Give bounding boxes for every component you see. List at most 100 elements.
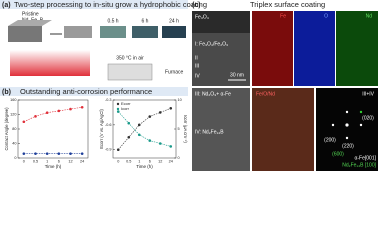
label: Pristine bbox=[22, 11, 39, 17]
tem-layer bbox=[192, 11, 250, 33]
y2-tick-label: 0 bbox=[178, 156, 180, 160]
data-point bbox=[57, 152, 61, 155]
heat-zone bbox=[10, 50, 90, 76]
x-tick-label: 1 bbox=[46, 160, 48, 164]
hrtem-label: IV: Nd₂Fe₁₄B bbox=[195, 129, 224, 135]
tem-label: III bbox=[195, 63, 199, 69]
data-point bbox=[80, 105, 84, 109]
y-tick-label: -0.6 bbox=[105, 123, 112, 127]
data-point bbox=[169, 106, 173, 110]
data-point bbox=[116, 110, 120, 113]
sample bbox=[162, 26, 186, 38]
hrtem-image bbox=[192, 88, 250, 171]
data-point bbox=[116, 148, 120, 152]
map-o bbox=[294, 11, 335, 86]
sample bbox=[64, 26, 92, 38]
spot-label: (220) bbox=[342, 143, 354, 149]
y-tick-label: -0.3 bbox=[105, 98, 112, 102]
furnace bbox=[107, 63, 153, 81]
composite-label: Fe/O/Nd bbox=[256, 91, 275, 97]
sample-top bbox=[8, 20, 52, 26]
series-line bbox=[23, 106, 83, 123]
diffraction-spot bbox=[359, 110, 363, 114]
label: Furnace bbox=[165, 69, 184, 75]
y2-axis-label: Icorr (μA cm⁻²) bbox=[183, 115, 188, 143]
data-point bbox=[137, 123, 141, 127]
y-tick-label: -0.9 bbox=[105, 148, 112, 152]
time-label: 6 h bbox=[142, 18, 149, 24]
data-point bbox=[158, 142, 162, 145]
tem-label: IV bbox=[195, 73, 200, 79]
map-fe bbox=[252, 11, 293, 86]
plot-frame bbox=[17, 99, 89, 159]
y-axis-label: Ecorr (V vs. Ag/AgCl) bbox=[99, 109, 104, 149]
legend-label: Ecorr bbox=[121, 101, 131, 106]
x-axis-label: Time (h) bbox=[45, 164, 62, 169]
saed-pattern bbox=[316, 88, 378, 171]
panel-label: (b) bbox=[2, 89, 11, 96]
series-line bbox=[118, 111, 171, 147]
data-point bbox=[22, 152, 26, 155]
legend-label: Icorr bbox=[121, 106, 130, 111]
x-tick-label: 0 bbox=[23, 160, 25, 164]
x-tick-label: 12 bbox=[158, 160, 162, 164]
x-tick-label: 1 bbox=[138, 160, 140, 164]
diffraction-spot bbox=[345, 123, 349, 127]
data-point bbox=[57, 109, 61, 113]
x-tick-label: 6 bbox=[58, 160, 60, 164]
y-tick-label: 160 bbox=[10, 98, 16, 102]
hrtem-label: III: Nd₂O₃+ α-Fe bbox=[195, 91, 231, 97]
data-point bbox=[158, 111, 162, 114]
series-line bbox=[118, 108, 171, 150]
data-point bbox=[127, 121, 131, 125]
tem-label: I: Fe₃O₄/Fe₂O₃ bbox=[195, 41, 228, 47]
data-point bbox=[45, 152, 49, 155]
data-point bbox=[69, 152, 72, 155]
panel-title: Triplex surface coating bbox=[250, 0, 325, 9]
y-axis-label: Contact Angle (degree) bbox=[4, 107, 9, 151]
sample bbox=[100, 26, 126, 38]
sample bbox=[8, 26, 42, 42]
y2-tick-label: 10 bbox=[178, 98, 182, 102]
spot-label: (020) bbox=[362, 115, 374, 121]
x-tick-label: 0 bbox=[117, 160, 119, 164]
x-tick-label: 6 bbox=[149, 160, 151, 164]
data-point bbox=[34, 152, 37, 155]
spot-label: (200) bbox=[324, 137, 336, 143]
panel-title: Two-step processing to in-situ grow a hy… bbox=[14, 0, 207, 9]
map-label: O bbox=[324, 13, 328, 19]
tem-label: Fe₃O₄ bbox=[195, 14, 209, 20]
y-tick-label: 120 bbox=[10, 113, 16, 117]
legend-marker bbox=[116, 107, 120, 111]
legend-marker bbox=[116, 102, 120, 106]
x-tick-label: 24 bbox=[169, 160, 173, 164]
y-tick-label: 40 bbox=[12, 142, 16, 146]
data-point bbox=[45, 111, 49, 114]
x-tick-label: 12 bbox=[68, 160, 72, 164]
data-point bbox=[169, 145, 173, 148]
scale-label: 30 nm bbox=[230, 72, 244, 78]
data-point bbox=[22, 120, 26, 124]
data-point bbox=[148, 139, 152, 142]
x-axis-label: Time (h) bbox=[136, 164, 153, 169]
diffraction-spot bbox=[345, 110, 349, 114]
diffraction-spot bbox=[331, 123, 335, 127]
y-tick-label: 80 bbox=[12, 127, 16, 131]
title-bar bbox=[0, 87, 188, 96]
y-tick-label: 0 bbox=[14, 156, 16, 160]
sample bbox=[132, 26, 158, 38]
data-point bbox=[148, 115, 152, 118]
diffraction-spot bbox=[359, 123, 363, 127]
composite-map bbox=[252, 88, 314, 171]
time-label: 24 h bbox=[169, 18, 179, 24]
panel-title: Outstanding anti-corrosion performance bbox=[20, 87, 152, 96]
panel-label: (a) bbox=[2, 2, 11, 9]
data-point bbox=[127, 135, 131, 139]
title-bar bbox=[0, 0, 188, 9]
x-tick-label: 0.5 bbox=[33, 160, 38, 164]
spot-label: (600) bbox=[332, 151, 344, 157]
map-nd bbox=[336, 11, 378, 86]
map-label: Fe bbox=[280, 13, 286, 19]
x-tick-label: 0.5 bbox=[126, 160, 131, 164]
x-tick-label: 24 bbox=[80, 160, 84, 164]
